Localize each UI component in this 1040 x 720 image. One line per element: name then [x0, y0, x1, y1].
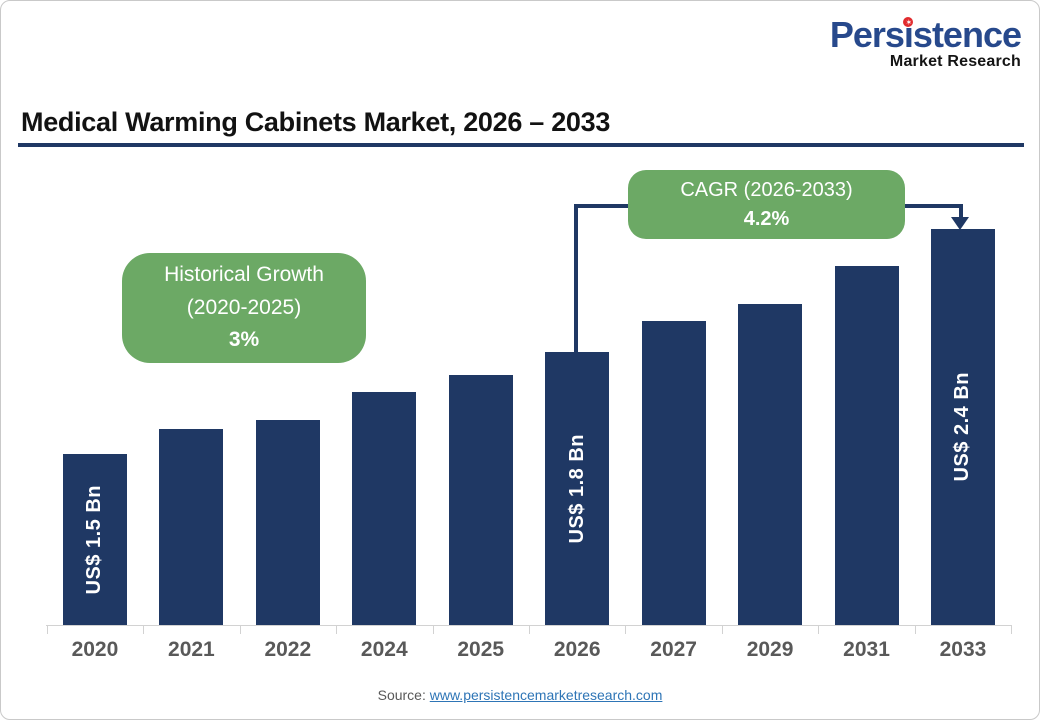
bar-2024 — [352, 392, 417, 625]
bar-2026: US$ 1.8 Bn — [545, 352, 610, 625]
bar-2027 — [641, 321, 706, 625]
brand-logo: Persı ✶ stence Market Research — [829, 14, 1022, 70]
x-axis-label-2033: 2033 — [939, 638, 987, 661]
bar-value-label-2020: US$ 1.5 Bn — [83, 484, 106, 595]
x-axis-tick — [625, 625, 627, 634]
x-axis-label-2026: 2026 — [553, 638, 601, 661]
source-line: Source: www.persistencemarketresearch.co… — [1, 687, 1039, 703]
bar-2022 — [255, 420, 320, 625]
x-axis-tick — [239, 625, 241, 634]
bar-2025 — [448, 375, 513, 625]
brand-logo-subtitle: Market Research — [889, 53, 1021, 70]
x-axis-tick — [1011, 625, 1013, 634]
cagr-connector-left-line — [574, 204, 578, 353]
historical-growth-value: 3% — [228, 328, 260, 352]
x-axis-tick — [432, 625, 434, 634]
x-axis-tick — [914, 625, 916, 634]
x-axis-tick — [143, 625, 145, 634]
bar-2020: US$ 1.5 Bn — [62, 454, 127, 625]
logo-text-pre: Pers — [829, 14, 905, 55]
historical-growth-callout: Historical Growth (2020-2025) 3% — [122, 253, 366, 363]
star-icon: ✶ — [903, 17, 914, 27]
source-label: Source: — [377, 687, 426, 703]
x-axis-tick — [721, 625, 723, 634]
brand-logo-wordmark: Persı ✶ stence — [829, 14, 1022, 55]
x-axis-tick — [46, 625, 48, 634]
x-axis-label-2029: 2029 — [746, 638, 794, 661]
x-axis-label-2022: 2022 — [264, 638, 312, 661]
bar-2031 — [834, 266, 899, 625]
title-underline-rule — [18, 143, 1024, 147]
bar-2021 — [159, 429, 224, 625]
logo-letter-i: ı ✶ — [903, 14, 914, 55]
x-axis-label-2024: 2024 — [360, 638, 408, 661]
bar-value-label-2026: US$ 1.8 Bn — [565, 433, 588, 544]
logo-dotless-i: ı — [903, 14, 914, 55]
x-axis-label-2025: 2025 — [457, 638, 505, 661]
x-axis-tick — [818, 625, 820, 634]
x-axis-tick — [528, 625, 530, 634]
historical-growth-line1: Historical Growth — [164, 263, 324, 287]
x-axis-label-2031: 2031 — [843, 638, 890, 661]
bar-value-label-2033: US$ 2.4 Bn — [951, 372, 974, 482]
cagr-value: 4.2% — [743, 207, 790, 230]
x-axis-tick — [336, 625, 338, 634]
bar-2033: US$ 2.4 Bn — [930, 229, 995, 625]
cagr-callout: CAGR (2026-2033) 4.2% — [628, 170, 905, 239]
source-link[interactable]: www.persistencemarketresearch.com — [429, 687, 663, 703]
x-axis-label-2020: 2020 — [71, 638, 119, 661]
x-axis-label-2021: 2021 — [168, 638, 215, 661]
historical-growth-line2: (2020-2025) — [186, 295, 302, 319]
arrow-down-icon — [951, 217, 969, 230]
bar-2029 — [738, 304, 803, 625]
x-axis-label-2027: 2027 — [650, 638, 697, 661]
cagr-line1: CAGR (2026-2033) — [680, 178, 853, 201]
logo-text-post: stence — [912, 14, 1022, 55]
cagr-connector-right-line — [959, 204, 963, 218]
chart-title: Medical Warming Cabinets Market, 2026 – … — [21, 107, 611, 137]
